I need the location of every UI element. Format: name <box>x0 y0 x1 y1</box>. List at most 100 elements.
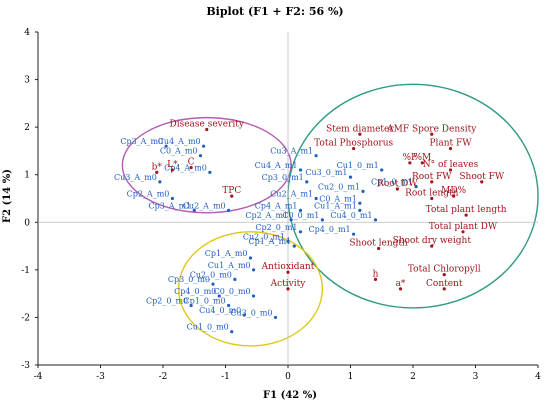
x-tick-label: 2 <box>410 372 416 382</box>
observation-label: C0_0_m0 <box>214 287 251 296</box>
variable-point <box>430 196 434 201</box>
observation-label: Cp4_0_m1 <box>309 225 351 234</box>
observation-label: Cu4_0_m0 <box>199 306 241 315</box>
observation-label: Cu3_0_m0 <box>230 308 272 317</box>
variable-point <box>189 165 193 170</box>
variable-label: AMF Spore Density <box>386 124 477 134</box>
observation-label: Cp1_0_m0 <box>184 297 226 306</box>
observation-label: Cp2_A_m1 <box>245 211 288 220</box>
observation-point <box>227 303 231 308</box>
observation-point <box>252 294 256 298</box>
observation-point <box>217 294 221 298</box>
observation-point <box>292 244 296 248</box>
observation-label: Cu4_0_m1 <box>330 211 372 220</box>
variable-point <box>480 180 484 184</box>
variable-point <box>352 146 356 151</box>
observation-point <box>170 196 174 201</box>
variable-label: Total Chloropyll <box>408 265 481 275</box>
variable-label: TPC <box>222 186 241 196</box>
variable-point <box>205 127 209 132</box>
x-axis-title: F1 (42 %) <box>263 390 317 401</box>
variable-label: Antioxidant <box>261 262 315 272</box>
observation-point <box>233 277 237 281</box>
observation-point <box>373 218 378 222</box>
variable-point <box>155 170 159 174</box>
observation-point <box>198 154 203 158</box>
observation-point <box>192 208 196 212</box>
variable-label: Root length <box>405 189 458 199</box>
x-tick-label: 3 <box>473 372 479 382</box>
variable-point <box>377 246 381 251</box>
observation-label: Cu2_0_m1 <box>243 232 285 241</box>
observation-point <box>158 180 162 184</box>
variable-point <box>430 244 434 248</box>
observation-label: Cu1_0_m0 <box>187 323 229 332</box>
observation-label: Cu3_A_m0 <box>114 173 157 182</box>
chart-title: Biplot (F1 + F2: 56 %) <box>206 5 343 18</box>
observation-point <box>227 208 231 212</box>
observation-label: Cp1_0_m1 <box>371 178 413 187</box>
variable-point <box>430 132 434 136</box>
variable-label: Disease severity <box>170 120 245 130</box>
observation-label: Cu4_A_m1 <box>255 161 298 170</box>
observation-point <box>358 201 362 205</box>
observation-point <box>361 189 365 193</box>
variable-label: a* <box>396 279 406 289</box>
observation-label: Cu2_0_m1 <box>318 182 360 191</box>
y-tick-label: 1 <box>24 171 30 181</box>
observation-point <box>211 282 215 286</box>
variable-label: Shoot FW <box>459 172 505 182</box>
variable-point <box>358 132 362 136</box>
observation-point <box>298 168 303 172</box>
variable-label: Shoot dry weight <box>393 236 472 246</box>
variable-label: L* <box>167 160 178 170</box>
y-tick-label: 3 <box>24 76 30 86</box>
variable-label: MD% <box>441 186 466 196</box>
observation-label: C0_A_m0 <box>160 147 198 156</box>
variable-point <box>286 287 290 291</box>
y-tick-label: -3 <box>21 361 30 371</box>
variable-point <box>464 213 468 217</box>
observation-label: Cu1_A_m0 <box>208 261 251 270</box>
variable-label: Content <box>426 279 463 289</box>
variable-point <box>448 168 453 172</box>
observation-point <box>314 154 318 158</box>
y-axis-title: F2 (14 %) <box>2 169 13 223</box>
variable-label: Root FW <box>412 172 452 182</box>
variable-label: h <box>373 269 379 279</box>
observation-label: C0_0_m1 <box>282 211 319 220</box>
observation-point <box>414 185 418 189</box>
x-tick-label: 4 <box>535 372 541 382</box>
observation-point <box>289 218 293 222</box>
observation-label: Cu2_0_m0 <box>190 270 232 279</box>
x-tick-label: -1 <box>221 372 230 382</box>
observation-label: Cu4_A_m0 <box>158 137 201 146</box>
variable-point <box>461 230 465 234</box>
observation-label: Cp4_A_m1 <box>255 201 298 210</box>
observation-point <box>298 208 303 212</box>
observation-point <box>298 230 303 234</box>
variable-point <box>373 277 378 281</box>
observation-label: Cp3_0_m0 <box>168 275 210 284</box>
observation-label: Cp4_A_m0 <box>164 163 207 172</box>
observation-label: Cp1_A_m0 <box>205 249 248 258</box>
observation-label: Cu3_0_m1 <box>305 168 347 177</box>
y-tick-label: -1 <box>21 266 30 276</box>
observation-label: Cu1_0_m1 <box>337 161 379 170</box>
observation-label: C0_A_m1 <box>319 194 357 203</box>
observation-point <box>230 330 234 334</box>
observation-point <box>248 256 253 260</box>
variable-label: Stem diameter <box>326 124 394 134</box>
variable-label: Total Phosphorus <box>314 139 393 149</box>
observation-label: Cp3_A_m0 <box>120 137 163 146</box>
plot-area: -4 -3 -2 -1 0 1 2 3 4 -3 -2 -1 0 1 2 3 4 Cp3_A_m0Cu4_A_m0… <box>21 28 541 382</box>
variable-point <box>442 273 446 277</box>
variable-point <box>170 168 174 172</box>
x-tick-label: 0 <box>285 372 291 382</box>
observation-point <box>286 239 290 243</box>
variable-point <box>408 161 412 165</box>
observation-label: Cp3_0_m1 <box>262 173 304 182</box>
variable-label: Total plant DW <box>429 222 498 232</box>
x-tick-label: -4 <box>34 372 43 382</box>
ellipse-yellow <box>177 231 324 347</box>
